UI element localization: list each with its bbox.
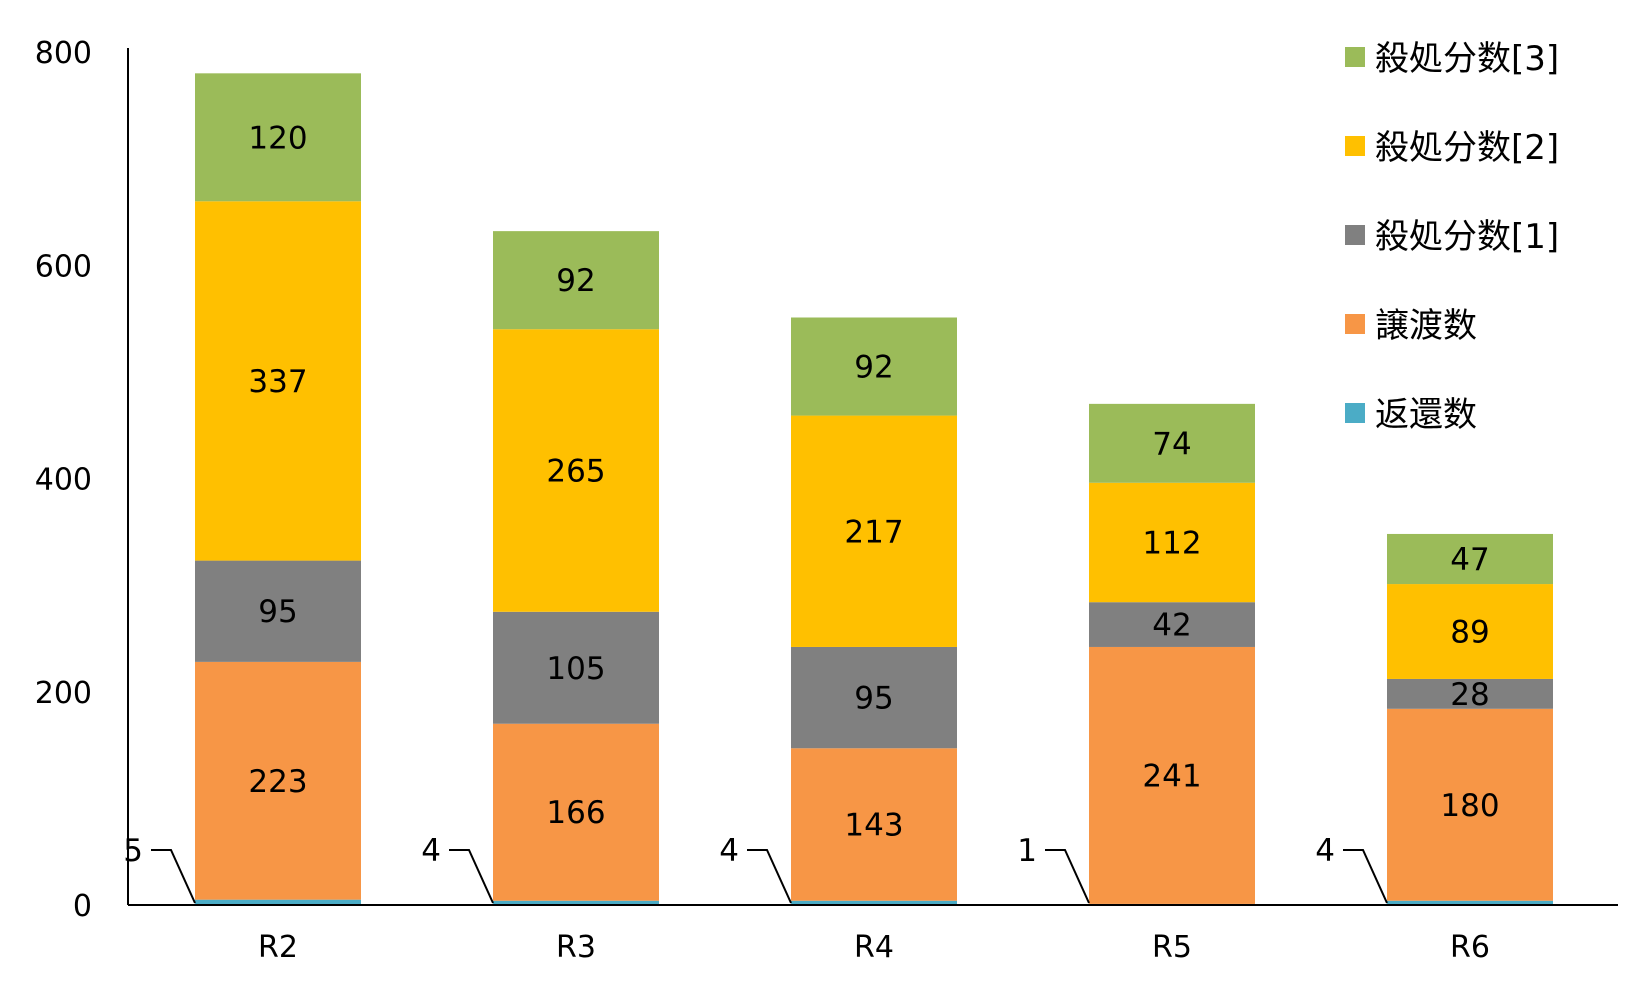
axes-layer: R2 R3 R4 R5 R6 0 200 400 600 800	[35, 36, 1618, 965]
legend-label-4: 殺処分数[3]	[1375, 39, 1559, 79]
data-label-R5-2: 42	[1152, 608, 1191, 644]
x-tick-label-R6: R6	[1450, 930, 1490, 965]
bars-layer	[195, 73, 1553, 905]
y-tick-label-200: 200	[35, 676, 92, 711]
data-labels-layer: 5 223 95 337 120 4 166 105 265 92 4 143 95 217 92 1 241 4…	[123, 120, 1500, 904]
y-tick-label-0: 0	[73, 889, 92, 924]
legend-swatch-1	[1345, 314, 1365, 334]
data-label-R6-2: 28	[1450, 677, 1489, 713]
bar-segment-R6-3	[1387, 584, 1553, 679]
data-label-R3-2: 105	[546, 651, 605, 687]
x-tick-label-R4: R4	[854, 930, 894, 965]
bar-segment-R4-0	[791, 900, 957, 905]
data-label-R5-0: 1	[1017, 833, 1037, 869]
data-label-R6-0: 4	[1315, 833, 1335, 869]
leader-line-R4	[747, 849, 792, 904]
legend-swatch-3	[1345, 136, 1365, 156]
bar-segment-R2-2	[195, 560, 361, 662]
bar-segment-R5-3	[1089, 482, 1255, 603]
data-label-R6-1: 180	[1440, 788, 1499, 824]
bar-segment-R4-4	[791, 317, 957, 416]
leader-line-R5	[1045, 849, 1090, 904]
data-label-R2-3: 337	[248, 364, 307, 400]
bar-segment-R2-3	[195, 201, 361, 561]
legend-swatch-2	[1345, 225, 1365, 245]
leader-line-R2	[151, 849, 196, 904]
data-label-R2-1: 223	[248, 764, 307, 800]
data-label-R4-1: 143	[844, 807, 903, 843]
data-label-R4-2: 95	[854, 681, 893, 717]
bar-segment-R5-4	[1089, 403, 1255, 483]
leader-line-R6	[1343, 849, 1388, 904]
bar-segment-R3-1	[493, 723, 659, 901]
data-label-R4-3: 217	[844, 514, 903, 550]
bar-segment-R5-1	[1089, 646, 1255, 904]
bar-segment-R6-0	[1387, 900, 1553, 905]
legend-label-0: 返還数	[1375, 395, 1477, 435]
data-label-R4-4: 92	[854, 350, 893, 386]
legend-swatch-0	[1345, 403, 1365, 423]
bar-segment-R4-2	[791, 646, 957, 749]
legend-swatch-4	[1345, 47, 1365, 67]
data-label-R5-1: 241	[1142, 758, 1201, 794]
bar-segment-R2-0	[195, 899, 361, 905]
data-label-R5-4: 74	[1152, 426, 1191, 462]
data-label-R2-2: 95	[258, 594, 297, 630]
legend-label-3: 殺処分数[2]	[1375, 128, 1559, 168]
data-label-R3-3: 265	[546, 454, 605, 490]
y-tick-label-800: 800	[35, 36, 92, 71]
x-tick-label-R3: R3	[556, 930, 596, 965]
bar-segment-R6-2	[1387, 678, 1553, 709]
y-tick-label-400: 400	[35, 463, 92, 498]
x-tick-label-R2: R2	[258, 930, 298, 965]
bar-segment-R6-1	[1387, 708, 1553, 901]
bar-segment-R6-4	[1387, 533, 1553, 585]
leader-line-R3	[449, 849, 494, 904]
legend-label-1: 譲渡数	[1375, 306, 1477, 346]
data-label-R5-3: 112	[1142, 525, 1201, 561]
bar-segment-R4-1	[791, 748, 957, 901]
bar-segment-R2-1	[195, 661, 361, 900]
data-label-R3-0: 4	[421, 833, 441, 869]
y-tick-label-600: 600	[35, 249, 92, 284]
data-label-R6-4: 47	[1450, 542, 1489, 578]
bar-segment-R3-4	[493, 231, 659, 330]
data-label-R3-1: 166	[546, 795, 605, 831]
legend-label-2: 殺処分数[1]	[1375, 217, 1559, 257]
bar-segment-R3-3	[493, 329, 659, 612]
bar-segment-R5-2	[1089, 602, 1255, 647]
data-label-R2-0: 5	[123, 833, 143, 869]
data-label-R4-0: 4	[719, 833, 739, 869]
data-label-R6-3: 89	[1450, 615, 1489, 651]
bar-segment-R3-2	[493, 611, 659, 724]
bar-segment-R2-4	[195, 73, 361, 202]
data-label-R2-4: 120	[248, 120, 307, 156]
bar-segment-R3-0	[493, 900, 659, 905]
bar-segment-R4-3	[791, 415, 957, 647]
data-label-R3-4: 92	[556, 263, 595, 299]
x-tick-label-R5: R5	[1152, 930, 1192, 965]
